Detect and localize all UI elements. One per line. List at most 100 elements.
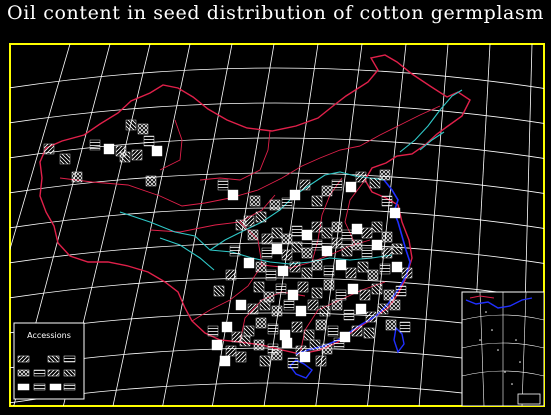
island-taiwan	[393, 326, 405, 354]
distribution-cell	[309, 339, 321, 351]
distribution-cell	[355, 303, 367, 315]
distribution-cell	[213, 285, 225, 297]
distribution-cell	[355, 171, 367, 183]
distribution-cell	[351, 325, 363, 337]
distribution-cell	[311, 221, 323, 233]
distribution-cell	[343, 309, 355, 321]
distribution-cell	[253, 339, 265, 351]
distribution-cell	[301, 229, 313, 241]
distribution-cell	[125, 119, 137, 131]
distribution-cell	[255, 317, 267, 329]
distribution-cell	[327, 325, 339, 337]
distribution-cell	[357, 261, 369, 273]
distribution-cell	[391, 261, 403, 273]
distribution-cell	[207, 325, 219, 337]
distribution-cell	[103, 143, 115, 155]
legend-swatch-icon	[63, 355, 76, 363]
distribution-cell	[43, 143, 55, 155]
distribution-cell	[351, 223, 363, 235]
legend-swatch-icon	[47, 369, 60, 377]
legend-swatch-icon	[17, 369, 30, 377]
distribution-cell	[365, 311, 377, 323]
distribution-cell	[333, 337, 345, 349]
distribution-cell	[281, 337, 293, 349]
distribution-cell	[239, 335, 251, 347]
distribution-cell	[71, 171, 83, 183]
distribution-cell	[143, 135, 155, 147]
legend-swatch-icon	[17, 355, 30, 363]
distribution-cell	[321, 185, 333, 197]
distribution-cell	[281, 249, 293, 261]
distribution-cell	[371, 239, 383, 251]
distribution-cell	[361, 247, 373, 259]
legend-swatch-icon	[17, 383, 30, 391]
distribution-cell	[361, 227, 373, 239]
legend-swatch-icon	[63, 369, 76, 377]
distribution-cell	[381, 247, 393, 259]
distribution-cell	[247, 303, 259, 315]
distribution-cell	[89, 139, 101, 151]
distribution-cell	[247, 229, 259, 241]
distribution-cell	[225, 345, 237, 357]
distribution-cell	[389, 207, 401, 219]
distribution-cell	[381, 195, 393, 207]
distribution-cell	[255, 211, 267, 223]
distribution-cell	[287, 289, 299, 301]
legend-swatch-icon	[33, 369, 46, 377]
distribution-cell	[319, 305, 331, 317]
distribution-cell	[351, 239, 363, 251]
distribution-cell	[341, 245, 353, 257]
distribution-cell	[277, 265, 289, 277]
distribution-cell	[265, 269, 277, 281]
distribution-cell	[331, 237, 343, 249]
distribution-cell	[301, 247, 313, 259]
distribution-cell	[217, 179, 229, 191]
legend-swatch-icon	[63, 383, 76, 391]
distribution-cell	[331, 179, 343, 191]
distribution-cells	[43, 119, 413, 369]
inset-map	[461, 291, 544, 406]
distribution-cell	[267, 323, 279, 335]
distribution-cell	[367, 269, 379, 281]
distribution-cell	[291, 241, 303, 253]
distribution-cell	[311, 195, 323, 207]
distribution-cell	[261, 247, 273, 259]
distribution-cell	[389, 299, 401, 311]
distribution-cell	[311, 259, 323, 271]
distribution-cell	[271, 243, 283, 255]
distribution-cell	[369, 177, 381, 189]
distribution-cell	[261, 233, 273, 245]
distribution-cell	[385, 319, 397, 331]
distribution-cell	[335, 259, 347, 271]
distribution-cell	[289, 189, 301, 201]
distribution-cell	[331, 221, 343, 233]
distribution-cell	[219, 355, 231, 367]
distribution-cell	[331, 299, 343, 311]
legend-swatch-icon	[47, 355, 60, 363]
distribution-cell	[271, 305, 283, 317]
distribution-cell	[395, 285, 407, 297]
distribution-cell	[359, 289, 371, 301]
distribution-cell	[315, 355, 327, 367]
distribution-cell	[59, 153, 71, 165]
distribution-cell	[335, 289, 347, 301]
distribution-cell	[379, 169, 391, 181]
distribution-cell	[225, 269, 237, 281]
distribution-cell	[281, 197, 293, 209]
distribution-cell	[227, 189, 239, 201]
distribution-cell	[311, 287, 323, 299]
distribution-cell	[381, 231, 393, 243]
distribution-cell	[377, 303, 389, 315]
country-border	[39, 54, 471, 355]
distribution-cell	[271, 349, 283, 361]
distribution-cell	[321, 227, 333, 239]
distribution-cell	[289, 261, 301, 273]
distribution-cell	[371, 221, 383, 233]
distribution-cell	[345, 267, 357, 279]
distribution-cell	[235, 351, 247, 363]
distribution-cell	[379, 263, 391, 275]
distribution-cell	[301, 267, 313, 279]
distribution-cell	[321, 343, 333, 355]
distribution-cell	[131, 149, 143, 161]
